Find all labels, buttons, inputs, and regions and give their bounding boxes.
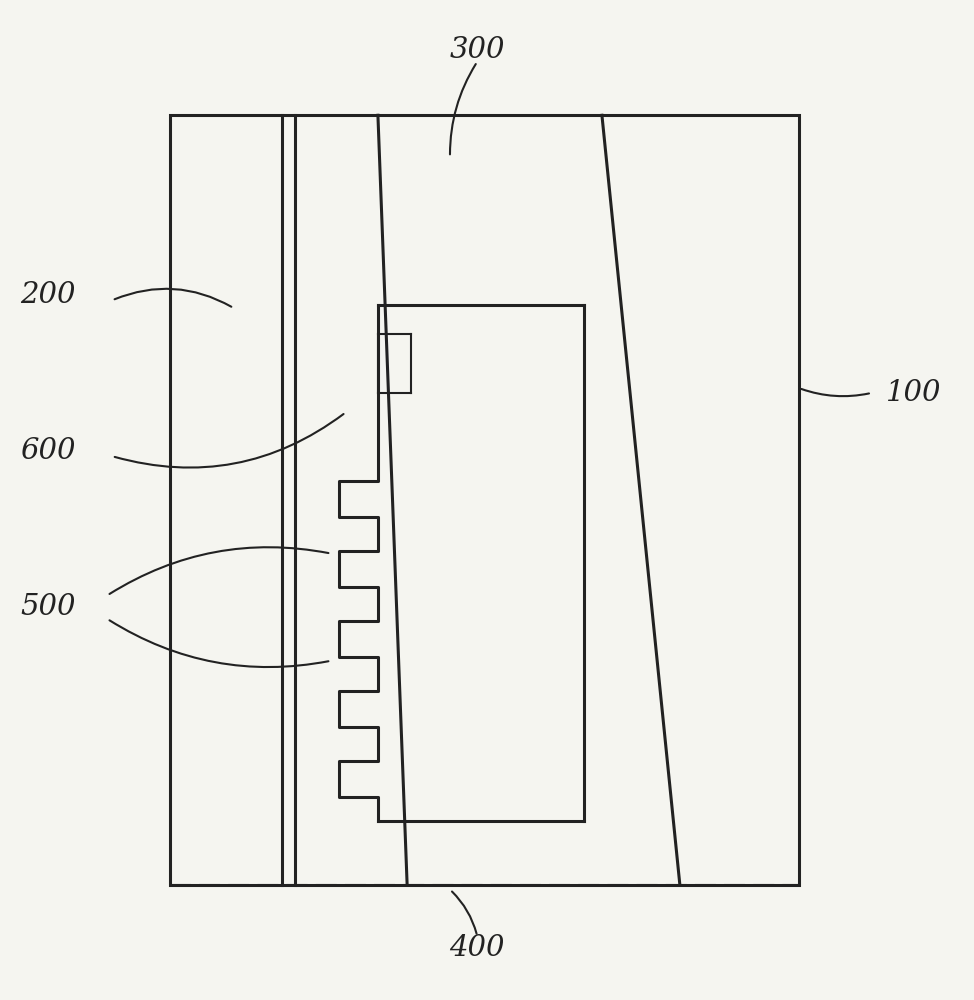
Text: 300: 300 — [450, 36, 505, 64]
Text: 400: 400 — [450, 934, 505, 962]
Text: 100: 100 — [886, 379, 942, 407]
Text: 600: 600 — [20, 437, 76, 465]
Text: 200: 200 — [20, 281, 76, 309]
Bar — [170, 115, 799, 885]
Text: 500: 500 — [20, 593, 76, 621]
